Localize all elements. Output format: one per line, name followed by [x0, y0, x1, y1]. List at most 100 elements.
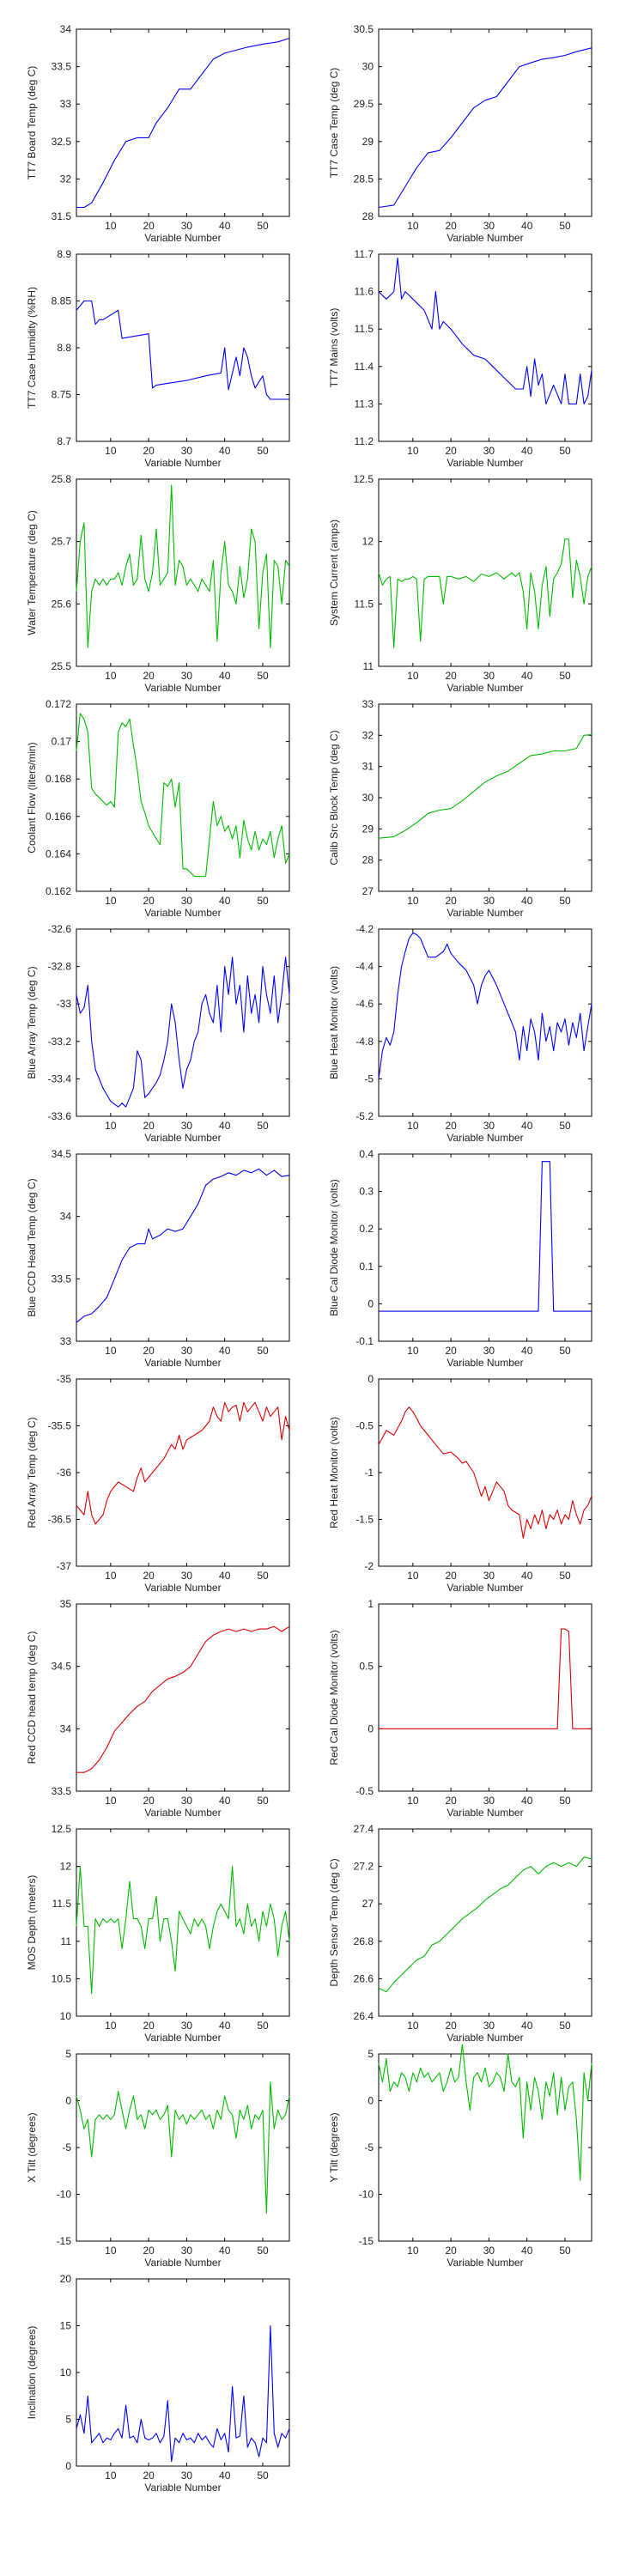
plot-frame: [76, 703, 290, 892]
x-tick-label: 20: [143, 1345, 155, 1357]
y-tick-label: 26.4: [354, 2010, 374, 2022]
x-axis-label: Variable Number: [447, 682, 523, 694]
x-tick-label: 40: [521, 895, 533, 907]
plot-frame: [378, 1828, 592, 2017]
x-tick-label: 20: [143, 1795, 155, 1807]
y-tick-label: 29.5: [354, 98, 374, 110]
x-tick-label: 40: [219, 670, 231, 682]
y-tick-label: 35: [60, 1598, 72, 1610]
x-tick-label: 10: [407, 1795, 419, 1807]
y-axis-label: Blue Cal Diode Monitor (volts): [328, 1179, 340, 1315]
y-tick-label: 29: [362, 823, 374, 835]
series-line: [76, 1866, 290, 1995]
y-tick-label: 12: [60, 1861, 72, 1873]
chart-panel: 25.5 25.6 25.7 25.8 10 20 30 40 50 Variable Numbe…: [26, 473, 290, 694]
y-tick-label: 12: [362, 536, 374, 548]
y-tick-label: 27: [362, 885, 374, 897]
series-line: [378, 1856, 592, 1993]
series-line: [76, 713, 290, 878]
x-axis-label: Variable Number: [144, 457, 221, 469]
x-tick-label: 10: [105, 1345, 117, 1357]
x-tick-label: 10: [105, 2020, 117, 2032]
chart-panel: -0.5 0 0.5 1 10 20 30 40 50 Variable Number Red Ca…: [328, 1598, 592, 1819]
x-tick-label: 30: [483, 895, 495, 907]
plot-frame: [76, 2278, 290, 2467]
x-tick-label: 30: [181, 1345, 193, 1357]
y-tick-label: 34: [60, 1722, 72, 1735]
chart-panel: 27 28 29 30 31 32 33 10 20 30 40 50 Variable Number C…: [328, 698, 592, 919]
y-tick-label: -35: [57, 1373, 72, 1385]
x-tick-label: 50: [257, 2020, 269, 2032]
y-tick-label: 12.5: [354, 473, 374, 485]
y-tick-label: 25.7: [52, 536, 72, 548]
chart-panel: -0.1 0 0.1 0.2 0.3 0.4 10 20 30 40 50 Variable Numb…: [328, 1148, 592, 1369]
y-tick-label: 11: [363, 660, 374, 672]
x-tick-label: 50: [559, 2020, 571, 2032]
y-axis-label: Coolant Flow (liters/min): [26, 742, 38, 853]
y-tick-label: -15: [57, 2235, 72, 2247]
y-tick-label: 33: [362, 698, 374, 710]
x-tick-label: 20: [445, 2020, 457, 2032]
y-tick-label: 0: [65, 2460, 71, 2472]
y-tick-label: 32: [60, 173, 72, 185]
y-tick-label: -10: [359, 2189, 374, 2201]
chart-panel: 11.2 11.3 11.4 11.5 11.6 11.7 10 20 30 40 50 Variab…: [328, 248, 592, 469]
y-tick-label: 10.5: [52, 1972, 72, 1984]
y-tick-label: 33.5: [52, 1785, 72, 1797]
chart-panel: 28 28.5 29 29.5 30 30.5 10 20 30 40 50 Variable Num…: [328, 23, 592, 244]
y-tick-label: 20: [60, 2273, 72, 2285]
y-tick-label: -0.5: [355, 1785, 374, 1797]
x-tick-label: 10: [105, 2470, 117, 2482]
x-tick-label: 30: [181, 445, 193, 457]
x-tick-label: 20: [143, 1120, 155, 1132]
x-tick-label: 10: [105, 445, 117, 457]
plot-frame: [76, 28, 290, 217]
x-tick-label: 10: [407, 1120, 419, 1132]
series-line: [378, 47, 592, 209]
y-tick-label: -4.8: [355, 1036, 374, 1048]
y-tick-label: -35.5: [48, 1420, 72, 1432]
x-tick-label: 30: [483, 2245, 495, 2257]
x-tick-label: 10: [407, 895, 419, 907]
x-tick-label: 50: [257, 2470, 269, 2482]
x-tick-label: 20: [445, 1120, 457, 1132]
y-tick-label: -33: [57, 998, 72, 1010]
y-tick-label: 11.4: [355, 361, 374, 373]
plot-frame: [76, 1153, 290, 1342]
plot-frame: [76, 1603, 290, 1792]
x-tick-label: 10: [407, 2245, 419, 2257]
x-tick-label: 50: [559, 1120, 571, 1132]
x-tick-label: 40: [521, 670, 533, 682]
x-tick-label: 20: [445, 1345, 457, 1357]
x-tick-label: 20: [143, 445, 155, 457]
y-tick-label: 0: [368, 1373, 374, 1385]
series-line: [379, 1161, 592, 1312]
plot-frame: [378, 1603, 592, 1792]
y-tick-label: 31.5: [52, 210, 72, 222]
y-tick-label: 27.4: [354, 1823, 374, 1835]
y-axis-label: Blue Heat Monitor (volts): [328, 966, 340, 1079]
series-line: [76, 300, 289, 400]
y-tick-label: 33: [60, 98, 72, 110]
y-axis-label: Red CCD head temp (deg C): [26, 1631, 38, 1765]
series-line: [76, 1625, 290, 1773]
x-tick-label: 50: [257, 445, 269, 457]
x-tick-label: 20: [445, 220, 457, 232]
x-tick-label: 10: [407, 220, 419, 232]
series-line: [76, 1401, 290, 1525]
x-tick-label: 40: [219, 1570, 231, 1582]
chart-panel: 11 11.5 12 12.5 10 20 30 40 50 Variable Number Sys…: [328, 473, 592, 694]
x-tick-label: 50: [257, 670, 269, 682]
y-tick-label: 30: [362, 61, 374, 73]
x-tick-label: 40: [521, 1345, 533, 1357]
x-tick-label: 50: [257, 220, 269, 232]
y-tick-label: 0.5: [359, 1661, 374, 1673]
x-axis-label: Variable Number: [144, 682, 221, 694]
plot-frame: [76, 2053, 290, 2242]
x-tick-label: 20: [143, 220, 155, 232]
y-tick-label: 0.2: [359, 1223, 374, 1235]
x-tick-label: 50: [559, 445, 571, 457]
y-tick-label: 28.5: [354, 173, 374, 185]
x-axis-label: Variable Number: [447, 2032, 523, 2044]
x-tick-label: 50: [559, 1795, 571, 1807]
